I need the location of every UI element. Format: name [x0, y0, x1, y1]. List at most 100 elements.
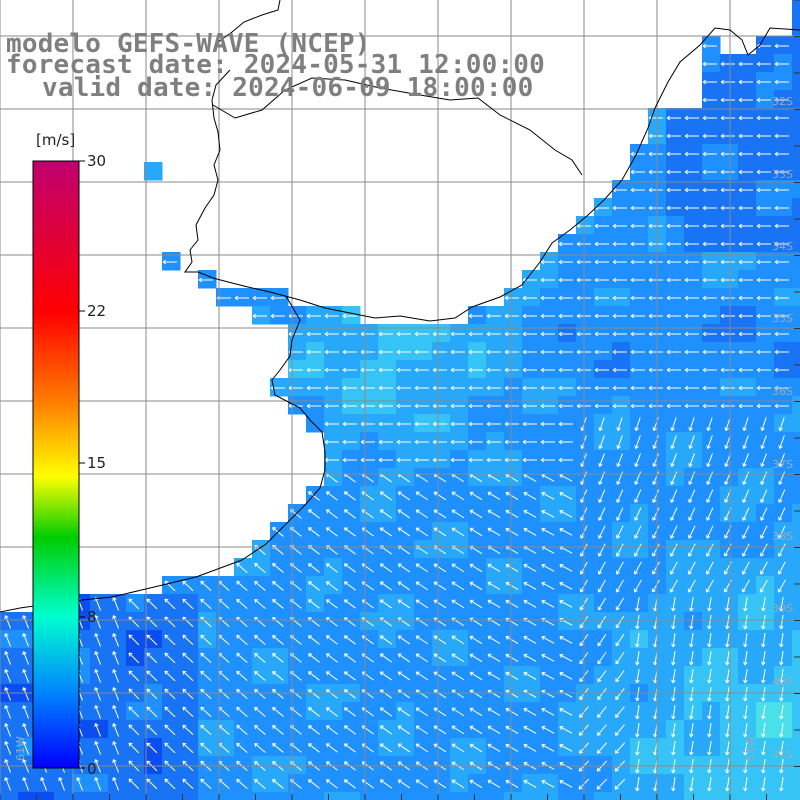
wind-speed-cell	[504, 738, 523, 757]
wind-speed-cell	[576, 630, 595, 649]
wind-arrow	[541, 707, 555, 716]
wind-speed-cell	[666, 162, 685, 181]
wind-arrow	[468, 367, 483, 373]
wind-speed-cell	[414, 648, 433, 667]
wind-arrow	[756, 61, 771, 67]
wind-arrow	[450, 349, 465, 355]
wind-arrow	[779, 723, 784, 738]
wind-speed-cell	[738, 468, 757, 487]
wind-speed-cell	[702, 432, 721, 451]
wind-speed-cell	[342, 576, 361, 595]
wind-speed-cell	[702, 234, 721, 253]
wind-speed-cell	[738, 558, 757, 577]
wind-arrow	[523, 743, 537, 752]
wind-arrow	[779, 633, 784, 648]
wind-speed-cell	[558, 234, 577, 253]
wind-arrow	[738, 349, 753, 355]
wind-speed-cell	[702, 180, 721, 199]
wind-arrow	[777, 561, 786, 575]
wind-arrow	[324, 349, 339, 355]
wind-speed-cell	[576, 486, 595, 505]
wind-arrow	[598, 507, 606, 521]
wind-speed-cell	[504, 306, 523, 325]
wind-speed-cell	[324, 558, 343, 577]
wind-speed-cell	[738, 702, 757, 721]
wind-arrow	[254, 598, 266, 609]
wind-arrow	[671, 615, 676, 630]
wind-arrow	[396, 385, 411, 391]
wind-speed-cell	[684, 306, 703, 325]
wind-speed-cell	[252, 576, 271, 595]
wind-arrow	[504, 331, 519, 337]
wind-speed-cell	[144, 648, 163, 667]
wind-arrow	[342, 457, 357, 463]
wind-speed-cell	[126, 792, 145, 800]
wind-arrow	[689, 669, 694, 684]
wind-arrow	[379, 725, 393, 735]
wind-speed-cell	[432, 720, 451, 739]
wind-speed-cell	[792, 198, 800, 217]
wind-speed-cell	[0, 612, 19, 631]
wind-arrow	[756, 115, 771, 121]
wind-speed-cell	[360, 468, 379, 487]
wind-arrow	[360, 367, 375, 373]
wind-speed-cell	[774, 648, 793, 667]
wind-arrow	[360, 421, 375, 427]
wind-arrow	[671, 723, 676, 738]
wind-arrow	[612, 331, 627, 337]
wind-speed-cell	[468, 594, 487, 613]
wind-arrow	[415, 707, 429, 717]
wind-speed-cell	[252, 306, 271, 325]
wind-arrow	[254, 778, 266, 789]
lat-label: 36S	[772, 385, 793, 398]
wind-arrow	[634, 453, 641, 467]
wind-speed-cell	[342, 756, 361, 775]
wind-arrow	[725, 597, 730, 612]
wind-speed-cell	[342, 630, 361, 649]
wind-arrow	[236, 652, 248, 663]
wind-arrow	[415, 725, 429, 735]
colorbar	[32, 160, 85, 769]
wind-speed-cell	[594, 612, 613, 631]
wind-speed-cell	[684, 162, 703, 181]
wind-arrow	[308, 725, 320, 735]
wind-arrow	[774, 349, 789, 355]
wind-arrow	[182, 778, 194, 790]
wind-speed-cell	[612, 594, 631, 613]
wind-arrow	[774, 277, 789, 283]
wind-arrow	[615, 561, 624, 575]
wind-speed-cell	[468, 342, 487, 361]
wind-speed-cell	[630, 360, 649, 379]
wind-speed-cell	[522, 306, 541, 325]
wind-arrow	[707, 741, 712, 756]
wind-arrow	[774, 151, 789, 157]
wind-speed-cell	[756, 180, 775, 199]
wind-arrow	[594, 241, 609, 247]
wind-arrow	[94, 651, 102, 665]
wind-arrow	[594, 367, 609, 373]
wind-arrow	[742, 525, 750, 539]
wind-speed-cell	[486, 324, 505, 343]
wind-arrow	[523, 635, 537, 644]
wind-arrow	[112, 615, 120, 629]
wind-speed-cell	[396, 378, 415, 397]
wind-arrow	[635, 705, 640, 720]
wind-speed-cell	[684, 468, 703, 487]
wind-speed-cell	[792, 612, 800, 631]
wind-arrow	[128, 724, 140, 736]
wind-speed-cell	[792, 360, 800, 379]
wind-arrow	[236, 706, 248, 717]
wind-speed-cell	[774, 756, 793, 775]
wind-arrow	[725, 633, 730, 648]
wind-speed-cell	[234, 612, 253, 631]
wind-speed-cell	[792, 594, 800, 613]
wind-arrow	[540, 295, 555, 301]
wind-arrow	[504, 403, 519, 409]
wind-arrow	[707, 669, 712, 684]
wind-arrow	[325, 725, 338, 735]
wind-arrow	[504, 457, 519, 463]
wind-arrow	[128, 688, 140, 700]
wind-arrow	[397, 707, 411, 717]
wind-arrow	[343, 635, 356, 645]
